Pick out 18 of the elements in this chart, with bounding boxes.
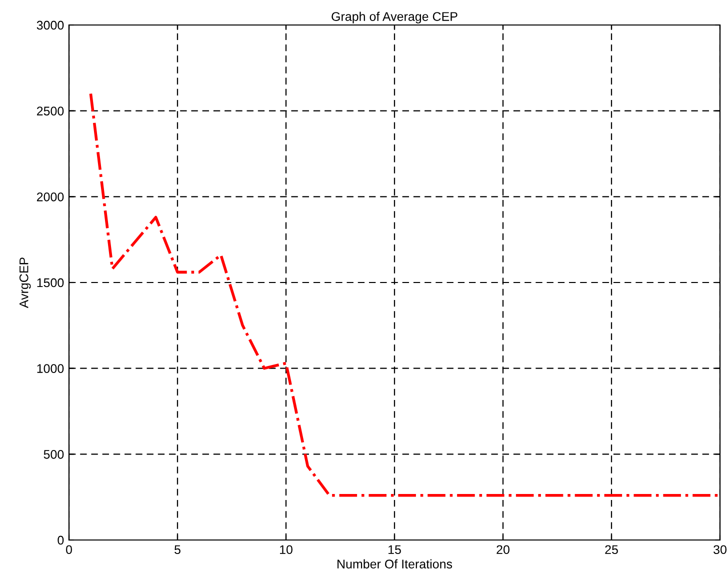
x-tick-label: 20 (496, 545, 510, 554)
x-tick-label: 25 (605, 545, 618, 554)
y-tick-label: 2500 (36, 106, 64, 116)
y-tick-label: 500 (44, 450, 64, 459)
chart-title: Graph of Average CEP (332, 12, 458, 24)
y-tick-label: 3000 (36, 20, 64, 30)
x-axis-title: Number Of Iterations (338, 559, 452, 568)
y-tick-label: 1500 (37, 278, 64, 288)
y-tick-label: 2000 (36, 192, 64, 202)
x-tick-label: 10 (280, 545, 292, 554)
y-tick-label: 0 (58, 536, 64, 545)
y-axis-title: AvrgCEP (19, 258, 31, 308)
x-tick-label: 5 (174, 545, 180, 554)
y-tick-label: 1000 (37, 364, 64, 373)
x-tick-label: 0 (66, 545, 72, 554)
line-series (89, 92, 720, 497)
x-tick-label: 15 (388, 545, 401, 554)
x-tick-label: 30 (714, 545, 726, 554)
